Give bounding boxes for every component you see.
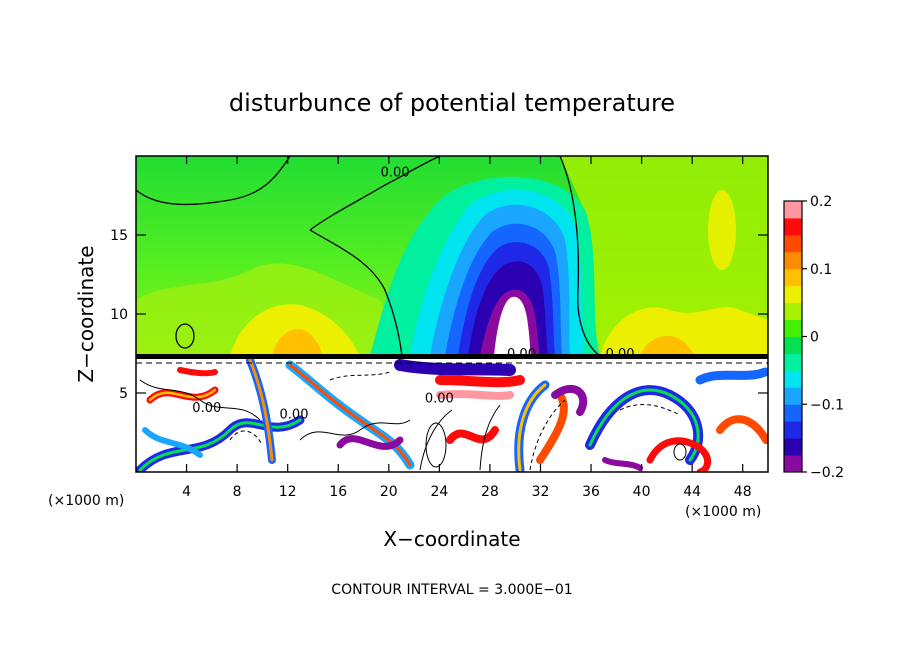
colorbar-swatch [784,370,802,388]
lower-turbulence [136,356,768,472]
colorbar-tick-label: 0.1 [810,262,832,278]
chart-title: disturbunce of potential temperature [229,89,675,117]
contour-label: 0.00 [606,347,635,362]
contour-label: 0.00 [381,166,410,181]
colorbar-tick-label: −0.1 [810,397,844,413]
colorbar-tick-label: −0.2 [810,465,844,481]
colorbar-swatch [784,421,802,439]
colorbar-swatch [784,234,802,253]
colorbar: 0.2 0.1 0 −0.1 −0.2 [783,194,844,481]
colorbar-swatch [784,251,802,270]
colorbar-swatch [784,404,802,422]
contour-interval-note: CONTOUR INTERVAL = 3.000E−01 [331,582,572,598]
x-tick-label: 32 [532,484,550,500]
lower-contours [139,371,687,471]
x-tick-label: 40 [633,484,651,500]
colorbar-swatch [784,268,802,287]
x-tick-label: 8 [233,484,242,500]
y-axis-label: Z−coordinate [74,245,98,382]
x-tick-label: 12 [279,484,297,500]
y-axis: 5 10 15 [110,228,768,402]
plot-area [136,156,768,472]
upper-right-yellow-spot [708,190,736,270]
colorbar-swatch [784,387,802,405]
colorbar-swatch [784,319,802,337]
x-tick-label: 44 [683,484,701,500]
contour-label: 0.00 [192,401,221,416]
colorbar-tick-label: 0.2 [810,194,832,210]
x-unit-left: (×1000 m) [48,493,124,509]
contour-label: 0.00 [280,407,309,422]
y-tick-label: 5 [119,386,128,402]
x-axis-label: X−coordinate [383,527,520,551]
colorbar-swatch [784,353,802,371]
x-tick-label: 48 [734,484,752,500]
contour-labels: 0.00 0.00 0.00 0.00 0.00 0.00 [192,166,634,423]
colorbar-swatch [784,217,802,236]
contour-label: 0.00 [507,347,536,362]
colorbar-swatch [784,438,802,456]
x-tick-label: 36 [582,484,600,500]
colorbar-swatch [784,455,802,473]
colorbar-swatch [784,285,802,304]
x-axis: 4 8 12 16 20 24 28 32 36 40 44 48 [182,156,752,500]
upper-contours [136,156,601,357]
x-unit-right: (×1000 m) [685,504,761,520]
y-tick-label: 15 [110,228,128,244]
x-tick-label: 24 [430,484,448,500]
upper-right-orange-patch [640,335,694,356]
interface-line [136,354,768,359]
x-tick-label: 16 [329,484,347,500]
colorbar-tick-label: 0 [810,330,819,346]
upper-left-orange-patch [272,329,322,356]
colorbar-swatch [784,336,802,354]
x-tick-label: 28 [481,484,499,500]
x-tick-label: 20 [380,484,398,500]
y-tick-label: 10 [110,307,128,323]
negative-plume [370,176,600,356]
contour-label: 0.00 [425,391,454,406]
upper-right-yellow-patch [600,307,768,356]
colorbar-swatch [784,201,802,219]
x-tick-label: 4 [182,484,191,500]
colorbar-swatch [784,302,802,321]
